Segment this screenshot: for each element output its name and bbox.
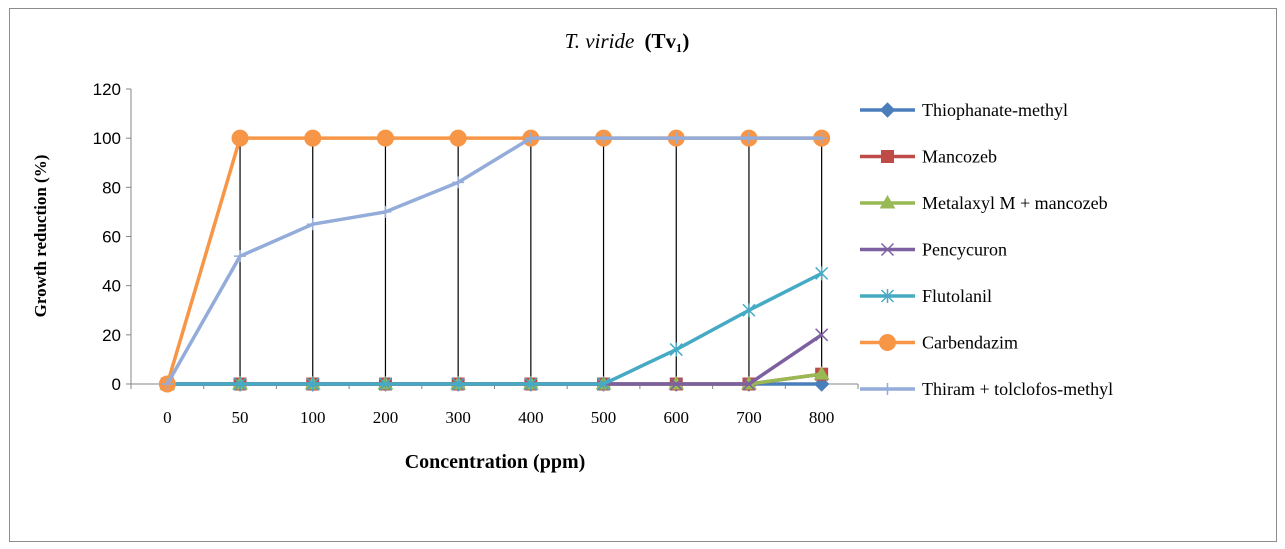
data-point-metalaxyl-m-mancozeb xyxy=(813,366,830,380)
y-tick-label: 80 xyxy=(102,178,121,197)
data-point-carbendazim xyxy=(376,129,394,147)
data-point-flutolanil xyxy=(378,377,392,391)
legend-marker-mancozeb xyxy=(881,150,894,163)
data-point-flutolanil xyxy=(451,377,465,391)
y-tick-label: 40 xyxy=(102,277,121,296)
data-point-thiram-tolclofos-methyl xyxy=(452,176,465,189)
legend-label-thiophanate-methyl: Thiophanate-methyl xyxy=(922,100,1068,120)
data-point-flutolanil xyxy=(597,377,611,391)
legend-marker-flutolanil xyxy=(880,289,895,303)
series-line-pencycuron xyxy=(167,333,823,386)
data-point-flutolanil xyxy=(524,377,538,391)
legend-marker-thiram-tolclofos-methyl xyxy=(881,383,894,395)
x-tick-label: 600 xyxy=(664,408,690,427)
series-line-carbendazim xyxy=(165,136,822,385)
legend-label-thiram-tolclofos-methyl: Thiram + tolclofos-methyl xyxy=(922,379,1113,399)
x-tick-label: 200 xyxy=(373,408,399,427)
legend-marker-metalaxyl-m-mancozeb xyxy=(879,195,896,209)
x-tick-label: 500 xyxy=(591,408,617,427)
x-tick-label: 300 xyxy=(445,408,471,427)
data-point-thiram-tolclofos-methyl xyxy=(524,132,537,145)
data-point-thiram-tolclofos-methyl xyxy=(742,132,755,145)
legend-marker-pencycuron xyxy=(880,242,895,257)
chart-title-bold: (Tv₁) xyxy=(645,29,690,53)
data-point-thiram-tolclofos-methyl xyxy=(161,378,174,390)
chart-frame xyxy=(9,8,1277,542)
data-point-carbendazim xyxy=(304,129,322,147)
data-point-flutolanil xyxy=(233,377,247,391)
plot-area: 0 20 40 60 80 100 120 0 50 100 200 300 400 500 600 700 8… xyxy=(93,80,859,427)
x-axis-label: Concentration (ppm) xyxy=(405,451,586,473)
chart-title: T. viride (Tv₁) xyxy=(565,29,690,53)
data-point-thiram-tolclofos-methyl xyxy=(670,132,683,145)
data-point-flutolanil xyxy=(669,342,683,357)
data-point-carbendazim xyxy=(449,129,467,147)
legend-label-metalaxyl-m-mancozeb: Metalaxyl M + mancozeb xyxy=(922,193,1108,213)
data-point-carbendazim xyxy=(231,129,249,147)
data-point-pencycuron xyxy=(669,377,683,391)
data-point-pencycuron xyxy=(742,377,756,391)
legend-label-carbendazim: Carbendazim xyxy=(922,333,1018,353)
x-tick-label: 400 xyxy=(518,408,544,427)
x-tick-label: 0 xyxy=(163,408,172,427)
data-point-thiram-tolclofos-methyl xyxy=(379,205,392,218)
legend-marker-thiophanate-methyl xyxy=(879,102,896,118)
x-tick-label: 100 xyxy=(300,408,326,427)
x-tick-label: 700 xyxy=(736,408,762,427)
x-tick-label: 800 xyxy=(809,408,835,427)
y-tick-label: 0 xyxy=(112,375,121,394)
x-tick-label: 50 xyxy=(232,408,249,427)
data-point-thiram-tolclofos-methyl xyxy=(597,132,610,145)
y-tick-label: 120 xyxy=(93,80,121,99)
legend: Thiophanate-methyl Mancozeb Metalaxyl M + … xyxy=(860,100,1113,399)
data-point-thiram-tolclofos-methyl xyxy=(234,250,247,263)
series-line-thiram-tolclofos-methyl xyxy=(165,136,822,385)
data-point-thiram-tolclofos-methyl xyxy=(306,218,319,231)
data-point-thiram-tolclofos-methyl xyxy=(815,132,828,145)
data-point-flutolanil xyxy=(306,377,320,391)
y-tick-label: 20 xyxy=(102,326,121,345)
legend-label-flutolanil: Flutolanil xyxy=(922,286,992,306)
legend-label-mancozeb: Mancozeb xyxy=(922,147,997,167)
data-point-flutolanil xyxy=(742,303,756,318)
y-tick-label: 60 xyxy=(102,228,121,247)
y-tick-label: 100 xyxy=(93,129,121,148)
chart-title-italic: T. viride xyxy=(565,29,635,53)
data-point-flutolanil xyxy=(815,266,829,281)
series-line-flutolanil xyxy=(167,271,823,386)
legend-label-pencycuron: Pencycuron xyxy=(922,240,1007,260)
legend-marker-carbendazim xyxy=(879,334,896,351)
y-axis-label: Growth reduction (%) xyxy=(31,155,50,318)
data-point-pencycuron xyxy=(815,328,829,342)
